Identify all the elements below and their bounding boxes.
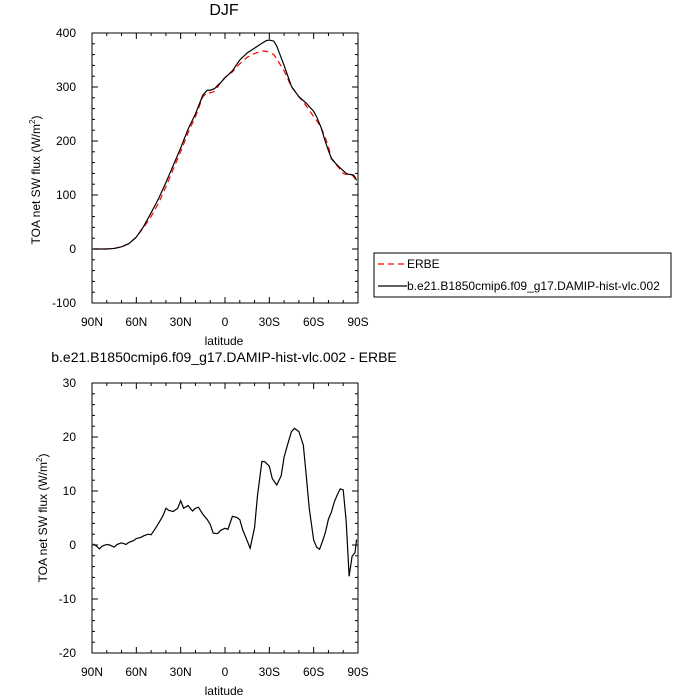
bottom-x-tick-label: 30S bbox=[259, 665, 280, 679]
top-y-tick-label: 400 bbox=[56, 26, 76, 40]
bottom-x-tick-label: 60N bbox=[125, 665, 147, 679]
bottom-plot-panel: b.e21.B1850cmip6.f09_g17.DAMIP-hist-vlc.… bbox=[35, 349, 397, 698]
bottom-x-tick-label: 30N bbox=[170, 665, 192, 679]
bottom-x-tick-label: 60S bbox=[303, 665, 324, 679]
top-x-tick-label: 0 bbox=[222, 315, 229, 329]
top-plot-panel: DJF 90N 60N 30N 0 30S 60S 90S -100 0 100 200 300 400… bbox=[28, 2, 672, 348]
bottom-plot-frame bbox=[91, 382, 359, 654]
top-plot-title: DJF bbox=[209, 2, 239, 19]
top-series-line-erbe bbox=[93, 50, 357, 250]
bottom-y-tick-label: 10 bbox=[63, 484, 77, 498]
bottom-y-tick-label: -20 bbox=[59, 646, 77, 660]
top-x-tick-label: 60S bbox=[303, 315, 324, 329]
top-series-line-model bbox=[93, 39, 358, 250]
top-plot-frame bbox=[91, 32, 359, 304]
top-series-group bbox=[93, 39, 358, 250]
bottom-y-tick-label: -10 bbox=[59, 592, 77, 606]
bottom-y-tick-label: 20 bbox=[63, 430, 77, 444]
top-x-tick-label: 30N bbox=[170, 315, 192, 329]
bottom-y-tick-label: 30 bbox=[63, 376, 77, 390]
bottom-series-line-difference bbox=[93, 427, 358, 577]
bottom-x-tick-label: 90N bbox=[81, 665, 103, 679]
bottom-plot-title: b.e21.B1850cmip6.f09_g17.DAMIP-hist-vlc.… bbox=[51, 349, 397, 365]
top-y-tick-label: 300 bbox=[56, 80, 76, 94]
legend-label-erbe: ERBE bbox=[407, 257, 440, 271]
legend-label-model: b.e21.B1850cmip6.f09_g17.DAMIP-hist-vlc.… bbox=[407, 279, 660, 293]
bottom-series-group bbox=[93, 427, 358, 577]
top-y-axis-label: TOA net SW flux (W/m2) bbox=[28, 116, 43, 245]
top-x-tick-label: 60N bbox=[125, 315, 147, 329]
bottom-y-axis-label: TOA net SW flux (W/m2) bbox=[35, 454, 50, 583]
top-y-tick-label: 100 bbox=[56, 188, 76, 202]
top-x-tick-label: 90S bbox=[347, 315, 368, 329]
top-x-tick-label: 30S bbox=[259, 315, 280, 329]
legend: ERBE b.e21.B1850cmip6.f09_g17.DAMIP-hist… bbox=[373, 252, 672, 298]
top-y-tick-label: -100 bbox=[52, 296, 76, 310]
top-y-tick-label: 0 bbox=[69, 242, 76, 256]
top-axes-group: 90N 60N 30N 0 30S 60S 90S -100 0 100 200 300 400 bbox=[52, 26, 369, 329]
top-y-tick-label: 200 bbox=[56, 134, 76, 148]
legend-box bbox=[373, 252, 672, 298]
bottom-y-tick-label: 0 bbox=[69, 538, 76, 552]
bottom-axes-group: 90N 60N 30N 0 30S 60S 90S -20 -10 0 10 20 30 bbox=[59, 376, 369, 679]
bottom-x-axis-label: latitude bbox=[205, 684, 244, 698]
bottom-x-tick-label: 0 bbox=[222, 665, 229, 679]
bottom-x-tick-label: 90S bbox=[347, 665, 368, 679]
top-x-axis-label: latitude bbox=[205, 334, 244, 348]
top-x-tick-label: 90N bbox=[81, 315, 103, 329]
